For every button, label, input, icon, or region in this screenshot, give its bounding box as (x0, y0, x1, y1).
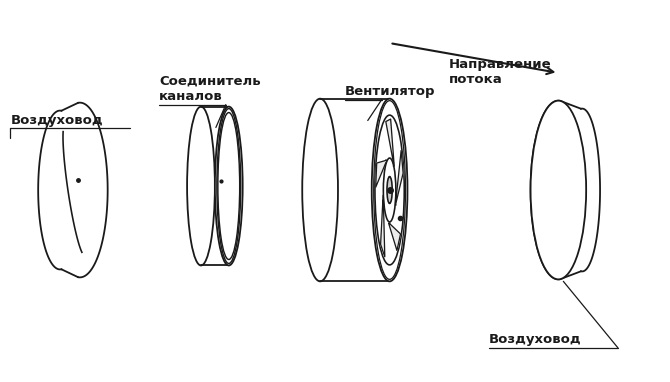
Ellipse shape (531, 101, 586, 279)
Ellipse shape (372, 99, 407, 281)
Text: Вентилятор: Вентилятор (345, 85, 436, 98)
Ellipse shape (187, 107, 215, 265)
Polygon shape (531, 101, 600, 279)
Polygon shape (38, 103, 108, 277)
Ellipse shape (218, 113, 240, 259)
Polygon shape (376, 160, 387, 187)
Ellipse shape (215, 107, 243, 265)
Ellipse shape (217, 108, 241, 264)
Ellipse shape (383, 158, 396, 222)
Ellipse shape (374, 101, 405, 279)
Text: Направление
потока: Направление потока (449, 58, 552, 86)
Polygon shape (395, 151, 403, 205)
Text: Соединитель
каналов: Соединитель каналов (159, 74, 261, 103)
Polygon shape (389, 223, 401, 251)
Text: Воздуховод: Воздуховод (10, 115, 103, 128)
Ellipse shape (387, 176, 392, 204)
Text: Воздуховод: Воздуховод (489, 333, 582, 346)
Polygon shape (386, 119, 394, 166)
Polygon shape (381, 196, 385, 257)
Ellipse shape (302, 99, 338, 281)
Ellipse shape (375, 115, 404, 265)
